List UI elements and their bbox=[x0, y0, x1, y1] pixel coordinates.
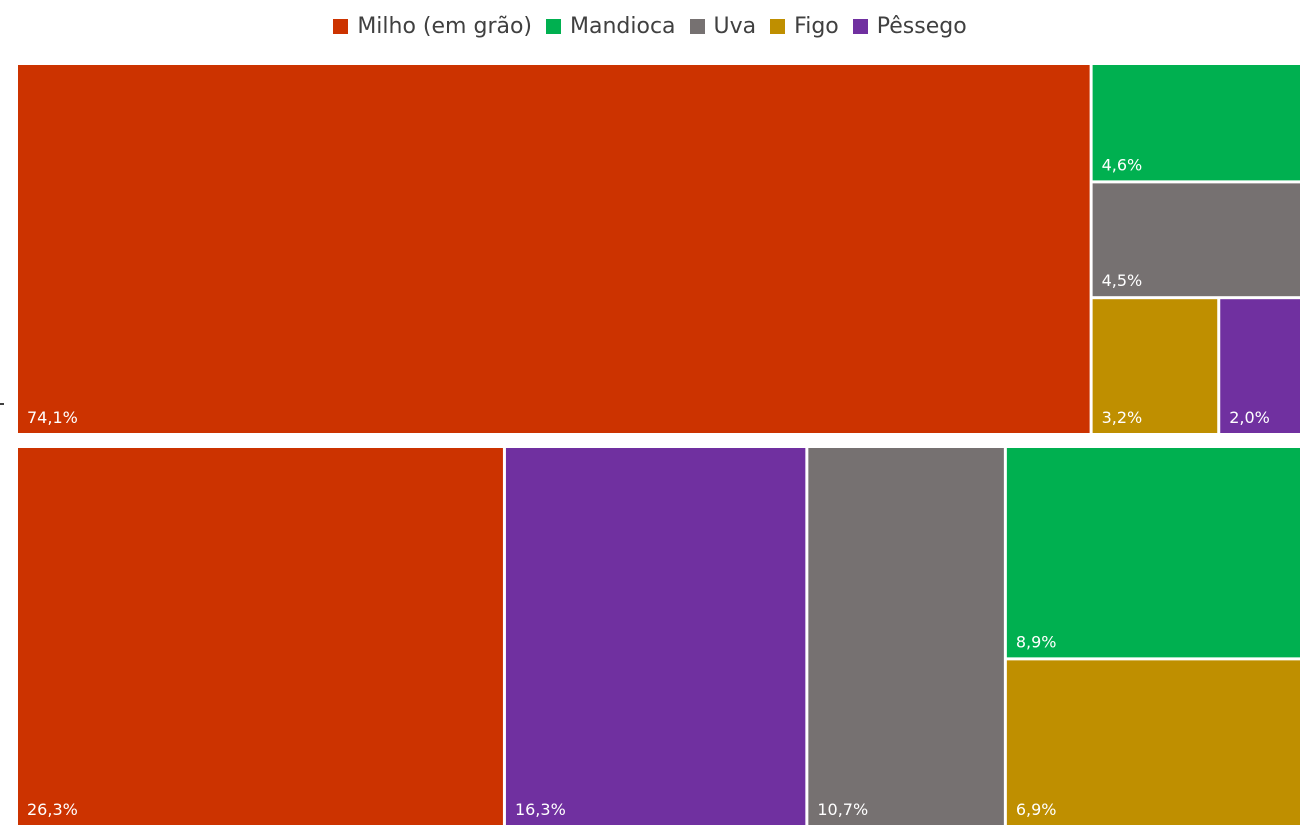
legend-item-uva[interactable]: Uva bbox=[689, 13, 757, 39]
data-label-figo-group-1: 3,2% bbox=[1102, 408, 1143, 427]
treemap-cell-uva-group-1[interactable] bbox=[1092, 183, 1300, 297]
legend-label-uva: Uva bbox=[713, 13, 757, 39]
legend-label-milho: Milho (em grão) bbox=[357, 13, 533, 39]
data-label-milho-em-grao-group-2: 26,3% bbox=[27, 800, 78, 819]
treemap-cell-pessego-group-2[interactable] bbox=[505, 448, 806, 825]
legend-label-figo: Figo bbox=[794, 13, 839, 39]
legend-item-milho[interactable]: Milho (em grão) bbox=[333, 14, 532, 39]
legend-item-pessego[interactable]: Pêssego bbox=[852, 13, 967, 39]
legend-swatch-figo bbox=[770, 18, 786, 34]
legend-label-pessego: Pêssego bbox=[876, 13, 967, 39]
chart-legend: Milho (em grão) Mandioca Uva Figo Pêsseg… bbox=[0, 8, 1300, 44]
data-label-pessego-group-1: 2,0% bbox=[1229, 408, 1270, 427]
data-label-pessego-group-2: 16,3% bbox=[515, 800, 566, 819]
treemap-cell-milho-em-grao-group-1[interactable] bbox=[18, 65, 1090, 433]
legend-label-mandioca: Mandioca bbox=[570, 13, 676, 39]
treemap-cell-mandioca-group-1[interactable] bbox=[1092, 65, 1300, 181]
legend-item-mandioca[interactable]: Mandioca bbox=[546, 14, 676, 39]
legend-swatch-milho bbox=[333, 18, 349, 34]
treemap-cell-uva-group-2[interactable] bbox=[808, 448, 1004, 825]
treemap-cell-mandioca-group-2[interactable] bbox=[1006, 448, 1300, 658]
data-label-uva-group-1: 4,5% bbox=[1102, 271, 1143, 290]
treemap-cell-figo-group-1[interactable] bbox=[1092, 299, 1218, 433]
axis-tick-mark bbox=[0, 403, 4, 405]
data-label-uva-group-2: 10,7% bbox=[817, 800, 868, 819]
data-label-milho-em-grao-group-1: 74,1% bbox=[27, 408, 78, 427]
legend-swatch-mandioca bbox=[546, 18, 562, 34]
treemap-cell-milho-em-grao-group-2[interactable] bbox=[18, 448, 503, 825]
legend-item-figo[interactable]: Figo bbox=[770, 14, 839, 39]
data-label-figo-group-2: 6,9% bbox=[1016, 800, 1057, 819]
treemap-cell-figo-group-2[interactable] bbox=[1006, 660, 1300, 825]
data-label-mandioca-group-1: 4,6% bbox=[1102, 155, 1143, 174]
treemap-cell-pessego-group-1[interactable] bbox=[1220, 299, 1300, 433]
data-label-mandioca-group-2: 8,9% bbox=[1016, 632, 1057, 651]
legend-swatch-uva bbox=[689, 18, 705, 34]
legend-swatch-pessego bbox=[852, 18, 868, 34]
